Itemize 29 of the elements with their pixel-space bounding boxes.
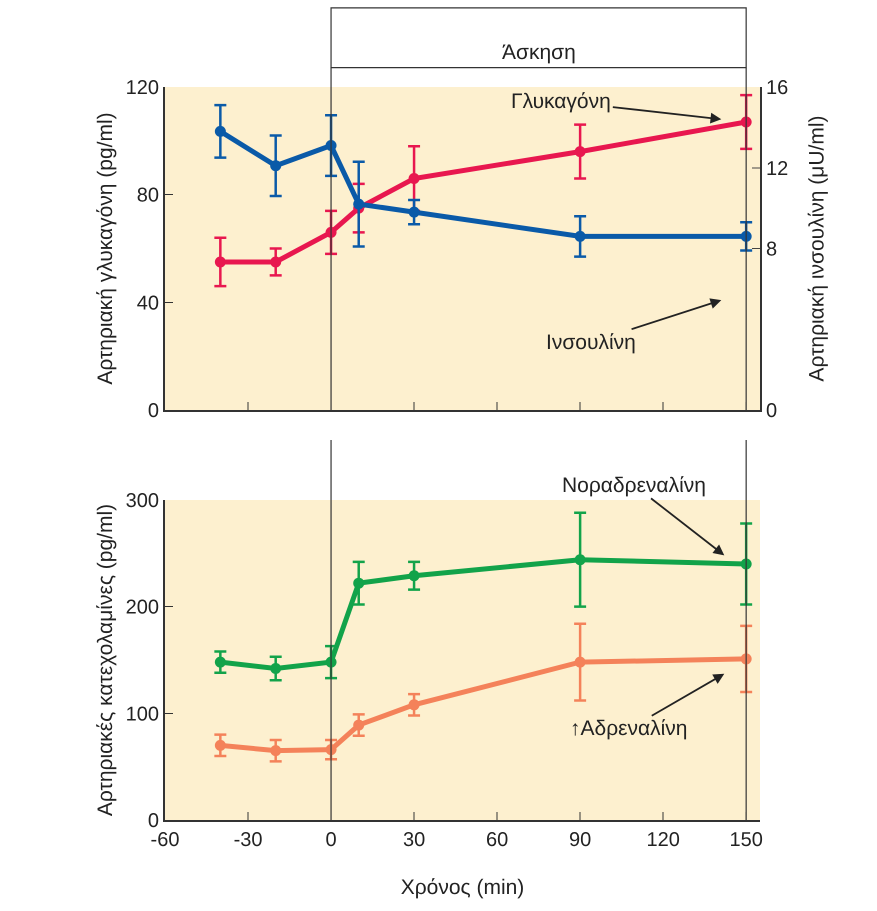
y-tick-label: 300 [126,490,159,512]
y2-tick-label: 16 [766,77,788,99]
y-tick-label: 40 [136,292,159,314]
x-tick-label: 90 [568,829,592,851]
annotation: ↑Αδρεναλίνη [570,717,688,740]
y-axis-title: Αρτηριακή γλυκαγόνη (pg/ml) [94,112,117,385]
y2-tick-label: 12 [766,158,788,180]
x-axis-title: Χρόνος (min) [400,876,524,899]
text: Νοραδρεναλίνη [562,474,706,497]
y2-tick-label: 0 [766,400,778,422]
y-tick-label: 120 [126,77,159,99]
y-tick-label: 0 [148,400,159,422]
x-tick-label: -30 [234,829,262,851]
x-tick-label: 30 [402,829,426,851]
y-tick-label: 200 [126,596,159,619]
annotation: Ινσουλίνη [546,331,636,354]
y-axis-title: Αρτηριακές κατεχολαμίνες (pg/ml) [94,504,117,816]
text: Άσκηση [502,41,576,64]
y2-tick-label: 8 [766,238,778,260]
y2-axis-title: Αρτηριακή ινσουλίνη (μU/ml) [806,115,828,382]
x-tick-label: 120 [646,829,680,851]
x-tick-label: 0 [325,829,337,851]
annotation: Γλυκαγόνη [511,90,611,113]
x-tick-label: 150 [729,829,763,851]
y-tick-label: 80 [136,184,159,207]
y-tick-label: 0 [148,810,159,832]
x-tick-label: 60 [486,829,508,851]
x-tick-label: -60 [150,829,180,851]
y-tick-label: 100 [126,703,159,726]
